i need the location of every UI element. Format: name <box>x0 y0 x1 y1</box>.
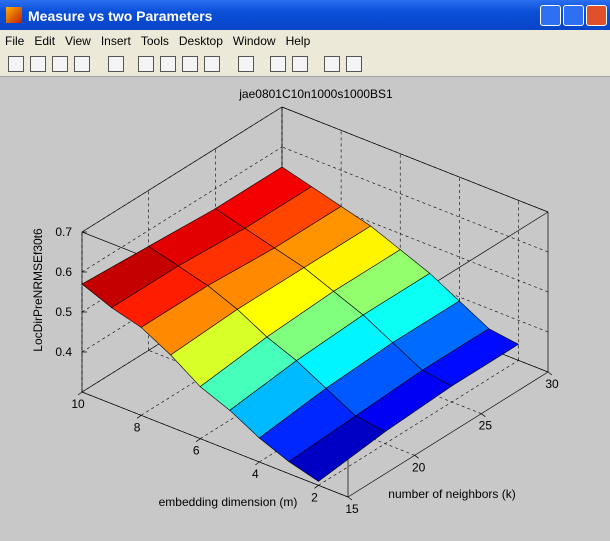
axis-box <box>81 391 349 498</box>
menu-item[interactable]: Edit <box>34 34 56 48</box>
toolbar-button[interactable] <box>238 56 254 72</box>
toolbar-button[interactable] <box>324 56 340 72</box>
chart-title: jae0801C10n1000s1000BS1 <box>238 87 393 101</box>
tick-mark <box>347 496 353 501</box>
toolbar-button[interactable] <box>52 56 68 72</box>
z-tick-label: 0.5 <box>55 305 72 319</box>
x-axis-label: embedding dimension (m) <box>159 495 298 509</box>
x-tick-label: 10 <box>71 397 85 411</box>
menu-bar: File Edit View Insert Tools Desktop Window Help <box>0 30 610 50</box>
toolbar-button[interactable] <box>30 56 46 72</box>
tick-mark <box>196 438 201 442</box>
menu-item[interactable]: Tools <box>140 34 169 48</box>
toolbar-button[interactable] <box>108 56 124 72</box>
surface-patch <box>288 415 386 482</box>
menu-item[interactable]: View <box>65 34 91 48</box>
window-title: Measure vs two Parameters <box>28 8 213 24</box>
menu-item[interactable]: Help <box>285 34 311 48</box>
toolbar-button[interactable] <box>8 56 24 72</box>
y-axis-label: number of neighbors (k) <box>388 487 515 501</box>
x-tick-label: 4 <box>252 467 259 481</box>
menu-item[interactable]: Window <box>232 34 276 48</box>
tick-mark <box>77 391 83 396</box>
minimize-button[interactable] <box>540 5 561 26</box>
toolbar-button[interactable] <box>182 56 198 72</box>
toolbar-button[interactable] <box>74 56 90 72</box>
x-tick-label: 2 <box>311 490 318 504</box>
toolbar-button[interactable] <box>204 56 220 72</box>
maximize-button[interactable] <box>563 5 584 26</box>
y-tick-label: 25 <box>479 419 493 433</box>
tick-mark <box>314 485 319 489</box>
app-icon <box>6 7 22 23</box>
z-axis-label: LocDirPreNRMSEf30t6 <box>31 228 45 352</box>
toolbar-button[interactable] <box>346 56 362 72</box>
x-tick-label: 8 <box>134 420 141 434</box>
z-tick-label: 0.7 <box>55 225 72 239</box>
toolbar-button[interactable] <box>292 56 308 72</box>
axis-box <box>81 106 283 233</box>
tick-mark <box>414 455 419 459</box>
menu-item[interactable]: Insert <box>100 34 131 48</box>
figure: jae0801C10n1000s1000BS1 2 4 6 8 10 15 20 25 30 0.4… <box>31 87 559 516</box>
toolbar <box>0 50 610 77</box>
menu-item[interactable]: File <box>5 34 25 48</box>
axis-box <box>281 106 549 213</box>
tick-mark <box>136 415 142 419</box>
title-bar: Measure vs two Parameters <box>0 0 610 30</box>
tick-mark <box>547 371 553 376</box>
y-tick-label: 20 <box>412 460 426 474</box>
menu-item[interactable]: Desktop <box>178 34 223 48</box>
close-button[interactable] <box>586 5 607 26</box>
toolbar-button[interactable] <box>270 56 286 72</box>
axis-box <box>347 371 549 498</box>
x-tick-label: 6 <box>193 444 200 458</box>
tick-mark <box>481 413 486 417</box>
y-tick-label: 30 <box>545 377 559 391</box>
z-tick-label: 0.4 <box>55 345 72 359</box>
tick-mark <box>255 461 260 466</box>
y-tick-label: 15 <box>345 502 359 516</box>
toolbar-button[interactable] <box>138 56 154 72</box>
toolbar-button[interactable] <box>160 56 176 72</box>
z-tick-label: 0.6 <box>55 265 72 279</box>
